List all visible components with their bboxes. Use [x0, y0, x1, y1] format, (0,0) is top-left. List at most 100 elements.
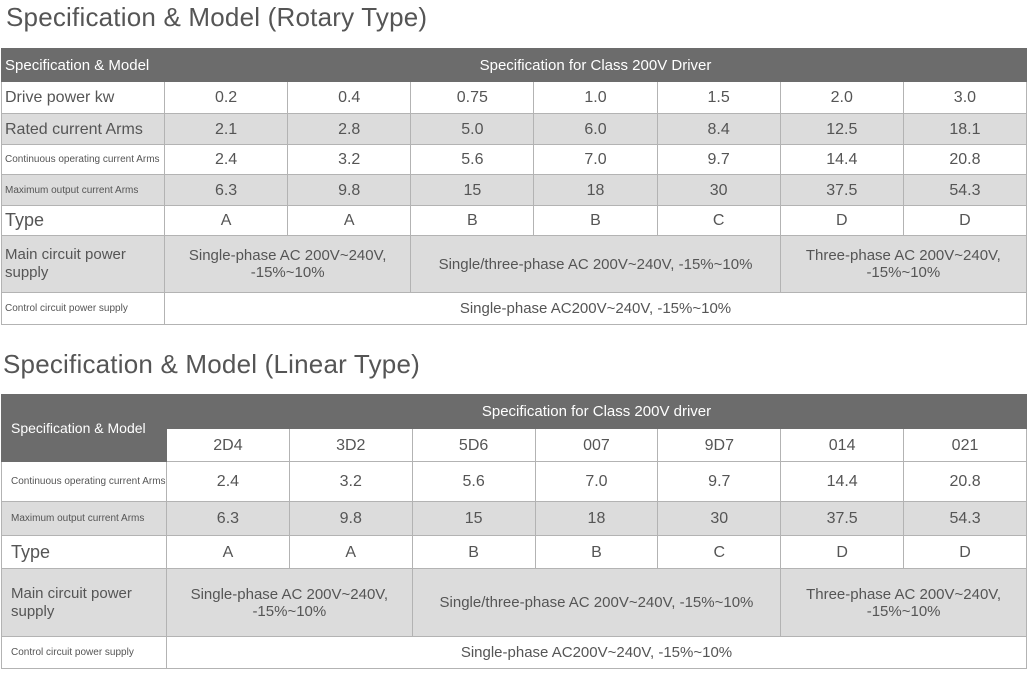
- cell: B: [533, 205, 658, 236]
- cell: D: [903, 535, 1027, 569]
- cell: 3.2: [288, 461, 413, 502]
- rotary-header-span: Specification for Class 200V Driver: [164, 48, 1027, 82]
- cell: B: [411, 535, 536, 569]
- cell: 2.0: [779, 81, 904, 114]
- cell: 37.5: [779, 174, 904, 206]
- rotary-row-main-power: Main circuit power supply Single-phase A…: [1, 235, 1028, 293]
- cell: 5.0: [410, 113, 535, 145]
- rotary-header-label: Specification & Model: [1, 48, 165, 82]
- rotary-row-drive-power: Drive power kw 0.2 0.4 0.75 1.0 1.5 2.0 …: [1, 81, 1028, 114]
- row-label: Type: [1, 205, 165, 236]
- cell: 18.1: [902, 113, 1028, 145]
- cell: 30: [656, 174, 781, 206]
- rotary-row-continuous-current: Continuous operating current Arms 2.4 3.…: [1, 144, 1028, 175]
- cell: 15: [410, 174, 535, 206]
- cell: 12.5: [779, 113, 904, 145]
- cell: 9.7: [656, 144, 781, 175]
- cell: 0.4: [287, 81, 412, 114]
- cell: B: [410, 205, 535, 236]
- cell: Single-phase AC 200V~240V, -15%~10%: [163, 235, 412, 293]
- row-label: Drive power kw: [1, 81, 165, 114]
- cell: D: [779, 205, 904, 236]
- cell: 1.0: [533, 81, 658, 114]
- cell: 2.1: [163, 113, 289, 145]
- cell: 9.8: [287, 174, 412, 206]
- rotary-spec-table: Specification & Model Specification for …: [1, 48, 1028, 325]
- cell: 54.3: [902, 174, 1028, 206]
- row-label: Continuous operating current Arms: [1, 461, 167, 502]
- row-label: Maximum output current Arms: [1, 174, 165, 206]
- model-cell: 3D2: [288, 428, 413, 462]
- linear-row-max-output-current: Maximum output current Arms 6.3 9.8 15 1…: [1, 501, 1027, 536]
- cell: Single/three-phase AC 200V~240V, -15%~10…: [411, 568, 782, 637]
- model-cell: 9D7: [657, 428, 782, 462]
- cell: 0.75: [410, 81, 535, 114]
- cell: 20.8: [902, 144, 1028, 175]
- cell: A: [288, 535, 413, 569]
- cell: Three-phase AC 200V~240V, -15%~10%: [779, 235, 1028, 293]
- cell: 3.2: [287, 144, 412, 175]
- cell: 1.5: [656, 81, 781, 114]
- model-cell: 021: [903, 428, 1027, 462]
- linear-row-continuous-current: Continuous operating current Arms 2.4 3.…: [1, 461, 1027, 502]
- rotary-row-rated-current: Rated current Arms 2.1 2.8 5.0 6.0 8.4 1…: [1, 113, 1028, 145]
- cell: 7.0: [534, 461, 659, 502]
- cell: A: [287, 205, 412, 236]
- cell: C: [656, 205, 781, 236]
- cell: 9.8: [288, 501, 413, 536]
- cell: 6.3: [166, 501, 290, 536]
- rotary-row-control-power: Control circuit power supply Single-phas…: [1, 292, 1027, 325]
- cell: Single-phase AC200V~240V, -15%~10%: [166, 636, 1027, 669]
- cell: 0.2: [163, 81, 289, 114]
- linear-header-label: Specification & Model: [1, 394, 167, 462]
- model-cell: 014: [780, 428, 905, 462]
- cell: 20.8: [903, 461, 1027, 502]
- cell: 9.7: [657, 461, 782, 502]
- cell: B: [534, 535, 659, 569]
- linear-row-control-power: Control circuit power supply Single-phas…: [1, 636, 1027, 669]
- cell: 2.4: [166, 461, 290, 502]
- rotary-header-row: Specification & Model Specification for …: [1, 48, 1027, 82]
- cell: 54.3: [903, 501, 1027, 536]
- row-label: Main circuit power supply: [1, 235, 165, 293]
- row-label: Maximum output current Arms: [1, 501, 167, 536]
- cell: D: [780, 535, 905, 569]
- cell: 2.4: [163, 144, 289, 175]
- model-cell: 5D6: [411, 428, 536, 462]
- cell: 15: [411, 501, 536, 536]
- cell: D: [902, 205, 1028, 236]
- cell: A: [163, 205, 289, 236]
- cell: 3.0: [902, 81, 1028, 114]
- linear-row-type: Type A A B B C D D: [1, 535, 1027, 569]
- cell: A: [166, 535, 290, 569]
- cell: Single-phase AC 200V~240V, -15%~10%: [166, 568, 413, 637]
- linear-header-row: Specification & Model Specification for …: [1, 394, 1027, 462]
- cell: 14.4: [779, 144, 904, 175]
- rotary-row-type: Type A A B B C D D: [1, 205, 1028, 236]
- cell: Three-phase AC 200V~240V, -15%~10%: [780, 568, 1027, 637]
- cell: 6.0: [533, 113, 658, 145]
- row-label: Main circuit power supply: [1, 568, 167, 637]
- cell: 2.8: [287, 113, 412, 145]
- cell: 14.4: [780, 461, 905, 502]
- cell: C: [657, 535, 782, 569]
- cell: 5.6: [411, 461, 536, 502]
- row-label: Control circuit power supply: [1, 292, 165, 325]
- cell: Single/three-phase AC 200V~240V, -15%~10…: [410, 235, 781, 293]
- cell: 30: [657, 501, 782, 536]
- cell: 18: [534, 501, 659, 536]
- cell: 37.5: [780, 501, 905, 536]
- linear-models-row: 2D4 3D2 5D6 007 9D7 014 021: [2, 428, 1027, 462]
- row-label: Control circuit power supply: [1, 636, 167, 669]
- cell: Single-phase AC200V~240V, -15%~10%: [164, 292, 1027, 325]
- rotary-title: Specification & Model (Rotary Type): [6, 2, 428, 32]
- linear-row-main-power: Main circuit power supply Single-phase A…: [1, 568, 1027, 637]
- linear-title: Specification & Model (Linear Type): [3, 349, 420, 379]
- cell: 8.4: [656, 113, 781, 145]
- linear-header-span: Specification for Class 200V driver: [166, 394, 1027, 429]
- row-label: Type: [1, 535, 167, 569]
- cell: 18: [533, 174, 658, 206]
- model-cell: 2D4: [166, 428, 290, 462]
- cell: 7.0: [533, 144, 658, 175]
- row-label: Continuous operating current Arms: [1, 144, 165, 175]
